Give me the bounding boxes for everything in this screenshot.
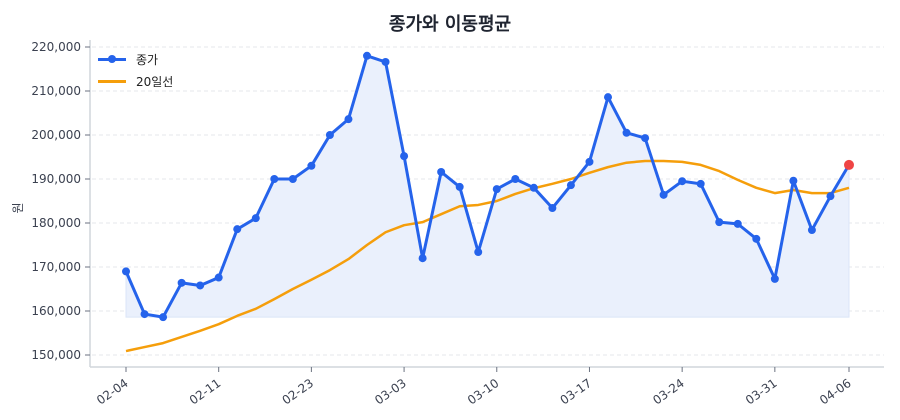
data-point-marker — [548, 204, 557, 213]
data-point-marker — [325, 131, 334, 139]
data-point-marker — [604, 93, 612, 102]
data-point-marker — [474, 248, 483, 257]
legend-ma20-line-icon — [98, 75, 126, 87]
legend-close-line-marker-icon — [98, 53, 126, 65]
y-tick-label: 220,000 — [31, 40, 81, 54]
x-tick-label: 03-10 — [465, 376, 502, 407]
data-point-marker — [826, 192, 835, 201]
y-tick-label: 150,000 — [31, 348, 81, 362]
data-point-marker — [511, 175, 520, 183]
data-point-marker — [678, 177, 687, 186]
y-axis-label: 원 — [11, 202, 25, 213]
y-tick-label: 160,000 — [31, 304, 81, 318]
close-price-line — [124, 54, 851, 319]
data-point-marker — [251, 214, 260, 223]
x-tick-label: 03-24 — [650, 376, 687, 407]
x-tick-label: 02-23 — [280, 376, 317, 407]
data-point-marker — [418, 254, 427, 263]
x-tick-label: 03-17 — [558, 376, 595, 407]
data-point-marker — [807, 226, 816, 235]
y-tick-label: 180,000 — [31, 216, 81, 230]
data-point-marker — [214, 273, 223, 282]
data-point-marker — [585, 157, 594, 166]
data-point-marker — [307, 161, 316, 170]
legend-item-close: 종가 — [98, 48, 173, 70]
data-point-marker — [492, 185, 501, 194]
close-price-markers — [122, 51, 854, 322]
chart-title: 종가와 이동평균 — [388, 14, 512, 35]
x-tick-label: 04-06 — [817, 376, 854, 407]
data-point-marker — [641, 134, 650, 143]
legend-label-close: 종가 — [136, 52, 159, 67]
last-point-marker — [844, 159, 854, 170]
data-point-marker — [140, 310, 149, 319]
data-point-marker — [789, 176, 798, 185]
data-point-marker — [344, 115, 353, 124]
data-point-marker — [288, 175, 297, 183]
x-tick-label: 02-04 — [94, 376, 131, 407]
y-axis-ticks: 150,000 160,000 170,000 180,000 190,000 200,0… — [31, 40, 90, 362]
data-point-marker — [770, 274, 779, 283]
x-tick-label: 03-31 — [743, 376, 780, 407]
data-point-marker — [122, 267, 130, 276]
y-tick-label: 190,000 — [31, 172, 81, 186]
data-point-marker — [177, 278, 186, 287]
data-point-marker — [715, 218, 724, 227]
legend: 종가 20일선 — [98, 48, 173, 92]
data-point-marker — [437, 167, 446, 176]
data-point-marker — [455, 182, 464, 191]
data-point-marker — [566, 181, 575, 190]
data-point-marker — [363, 51, 371, 60]
data-point-marker — [159, 313, 168, 322]
x-tick-label: 02-11 — [187, 376, 224, 407]
data-point-marker — [400, 152, 409, 161]
data-point-marker — [733, 219, 742, 228]
data-point-marker — [529, 183, 538, 192]
data-point-marker — [659, 190, 668, 199]
ma20-line — [125, 159, 850, 353]
data-point-marker — [752, 234, 761, 243]
data-point-marker — [381, 57, 390, 66]
data-point-marker — [196, 281, 205, 290]
data-point-marker — [270, 175, 279, 183]
x-axis-ticks: 02-04 02-11 02-23 03-03 03-10 03-17 03-24 03-31… — [94, 367, 854, 407]
y-tick-label: 200,000 — [31, 128, 81, 142]
legend-label-ma20: 20일선 — [136, 74, 174, 89]
data-point-marker — [233, 225, 242, 234]
close-area-fill — [125, 55, 850, 318]
x-tick-label: 03-03 — [372, 376, 409, 407]
data-point-marker — [622, 128, 631, 137]
y-tick-label: 170,000 — [31, 260, 81, 274]
legend-item-ma20: 20일선 — [98, 70, 173, 92]
y-tick-label: 210,000 — [31, 84, 81, 98]
axes — [89, 40, 884, 368]
data-point-marker — [696, 179, 705, 188]
